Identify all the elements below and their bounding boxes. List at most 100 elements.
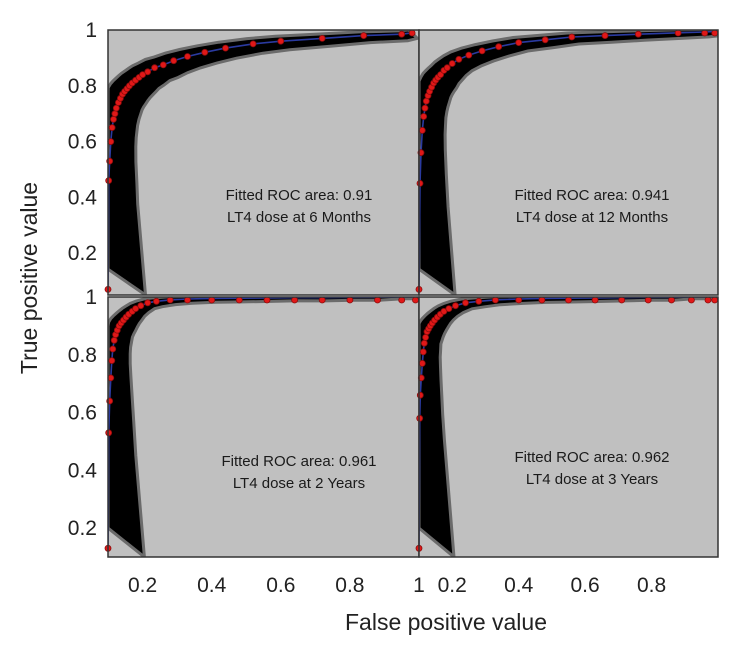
roc-point [674,29,682,37]
x-tick-label: 0.2 [438,574,467,597]
panel-frame [418,29,719,296]
roc-point [201,48,209,56]
roc-point [346,296,354,304]
roc-point [422,97,430,105]
roc-point [420,113,428,120]
roc-point [111,110,119,118]
roc-point [541,36,549,44]
roc-point [465,51,473,59]
roc-point [398,30,406,38]
y-tick-label: 1 [85,19,97,42]
roc-point [418,359,426,367]
y-tick-label: 1 [85,286,97,309]
roc-area-annotation: LT4 dose at 6 Months [227,209,371,226]
roc-point [644,296,652,304]
y-tick-label: 0.8 [68,75,97,98]
y-tick-label: 0.4 [68,459,98,482]
roc-point [701,29,709,37]
roc-point [412,296,419,304]
roc-point [184,296,191,304]
confidence-band [419,30,718,295]
roc-point [591,296,599,304]
roc-point [360,32,368,39]
roc-point [144,68,152,76]
y-tick-label: 0.6 [68,131,97,154]
roc-point [112,104,120,112]
roc-point [538,296,546,304]
roc-point [416,179,424,187]
roc-point [668,296,675,304]
roc-point [318,296,326,304]
x-tick-label: 0.2 [128,574,157,597]
roc-point [132,305,140,313]
x-tick-label: 0.4 [504,574,534,597]
roc-point [139,71,147,78]
y-tick-label: 0.2 [68,242,97,265]
roc-point [222,44,229,52]
roc-area-annotation: LT4 dose at 3 Years [526,471,658,488]
roc-point [491,296,499,304]
x-axis-label: False positive value [345,609,547,635]
roc-point [144,299,152,307]
roc-point [110,336,118,344]
roc-point [263,296,271,304]
roc-point [711,296,719,304]
panel-background [108,297,419,557]
roc-point [568,33,576,41]
x-tick-label: 0.6 [266,574,295,597]
roc-point [235,296,243,304]
roc-panels: Fitted ROC area: 0.91 LT4 dose at 6 Month… [68,19,719,597]
panel-frame [418,296,719,558]
roc-area-annotation: Fitted ROC area: 0.962 [514,449,669,466]
roc-point [704,296,712,304]
roc-point [374,296,381,304]
roc-point [422,333,430,341]
roc-point [455,55,463,63]
roc-point [443,64,451,72]
roc-point [318,35,326,42]
roc-area-annotation: Fitted ROC area: 0.961 [221,453,376,470]
roc-point [515,296,523,304]
roc-panel-top-left: Fitted ROC area: 0.91 LT4 dose at 6 Month… [68,19,420,296]
x-tick-label: 0.6 [570,574,599,597]
roc-panel-bottom-left: Fitted ROC area: 0.961 LT4 dose at 2 Year… [68,286,425,597]
y-tick-label: 0.4 [68,186,98,209]
roc-point [159,61,167,69]
roc-point [184,53,191,60]
roc-point [291,296,299,304]
roc-point [416,391,424,399]
roc-point [601,32,609,39]
roc-area-annotation: Fitted ROC area: 0.941 [514,187,669,204]
roc-point [448,60,456,67]
x-tick-label: 1 [413,574,425,597]
roc-point [249,40,257,48]
roc-point [108,357,116,365]
roc-point [110,115,117,123]
roc-point [170,57,178,65]
roc-panel-bottom-right: Fitted ROC area: 0.962 LT4 dose at 3 Year… [415,296,719,597]
roc-area-annotation: Fitted ROC area: 0.91 [226,187,373,204]
roc-point [151,64,159,72]
roc-point [208,296,216,304]
roc-point [420,339,428,347]
x-tick-label: 0.4 [197,574,227,597]
y-tick-label: 0.6 [68,402,97,425]
y-axis-label: True positive value [16,182,42,374]
roc-point [634,30,642,38]
roc-point [565,296,572,304]
roc-point [398,296,406,304]
roc-point [475,297,483,305]
roc-panel-top-right: Fitted ROC area: 0.941 LT4 dose at 12 Mon… [415,29,719,296]
roc-point [109,345,117,353]
roc-point [108,124,116,131]
y-tick-label: 0.8 [68,344,97,367]
roc-point [478,47,486,55]
roc-point [618,296,626,304]
y-tick-label: 0.2 [68,517,97,540]
roc-point [445,305,453,313]
roc-point [462,299,469,307]
roc-point [688,296,695,304]
roc-point [452,302,459,310]
x-tick-label: 0.8 [335,574,364,597]
